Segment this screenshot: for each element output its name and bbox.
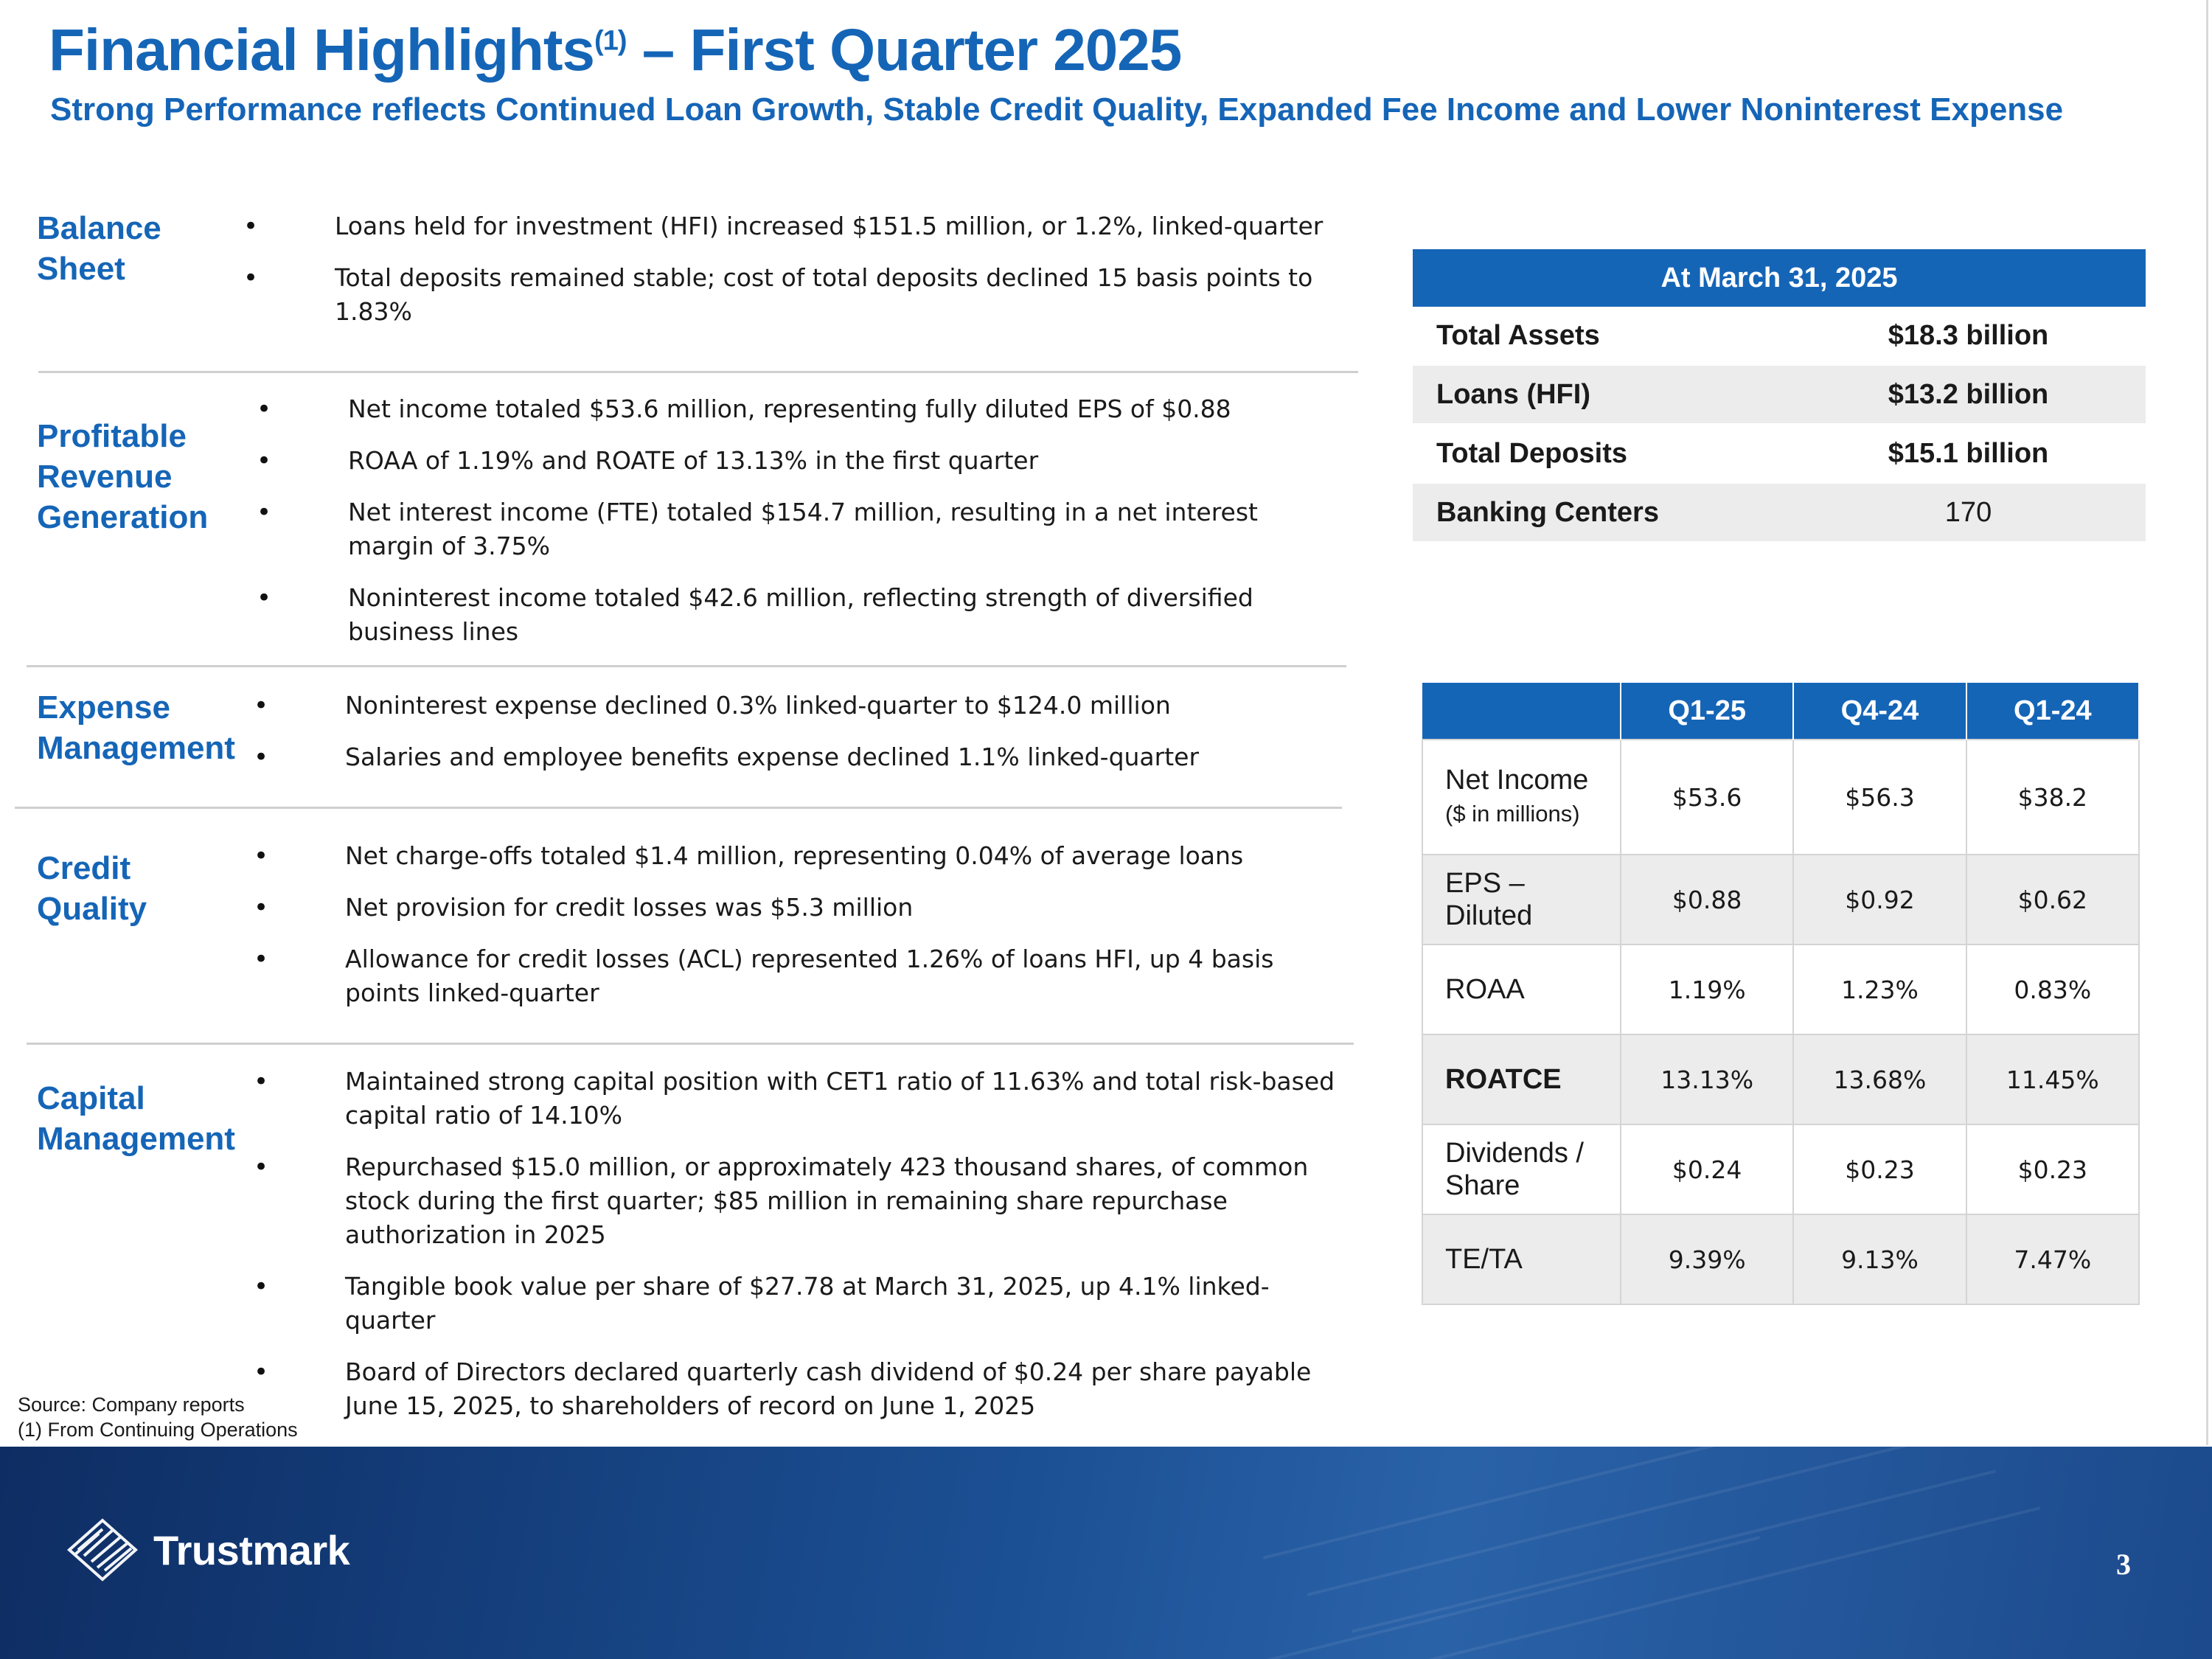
quarterly-metrics-table: Q1-25 Q4-24 Q1-24 Net Income ($ in milli…	[1422, 683, 2140, 1305]
metric-cell: 1.19%	[1619, 944, 1795, 1035]
bullet-item: Tangible book value per share of $27.78 …	[254, 1270, 1355, 1338]
section-divider	[15, 807, 1342, 809]
table-row: Banking Centers 170	[1413, 483, 2146, 543]
bullet-item: Net interest income (FTE) totaled $154.7…	[257, 495, 1307, 563]
profitable-revenue-bullets: Net income totaled $53.6 million, repres…	[257, 392, 1307, 667]
section-label-profitable-revenue: Profitable Revenue Generation	[37, 418, 209, 535]
right-edge-rule	[2206, 0, 2208, 1445]
bullet-item: Net income totaled $53.6 million, repres…	[257, 392, 1307, 426]
section-divider	[38, 371, 1358, 373]
metric-cell: $0.23	[1792, 1124, 1967, 1215]
bullet-item: Net provision for credit losses was $5.3…	[254, 891, 1333, 925]
bullet-item: Loans held for investment (HFI) increase…	[243, 209, 1360, 243]
metric-label: EPS – Diluted	[1422, 854, 1621, 945]
title-footnote-marker: (1)	[594, 25, 627, 57]
metric-cell: $0.88	[1619, 854, 1795, 945]
metric-label: ROAA	[1422, 944, 1621, 1035]
metric-cell: $53.6	[1619, 739, 1795, 855]
section-label-credit-quality: Credit Quality	[37, 850, 147, 927]
metric-label: Dividends / Share	[1422, 1124, 1621, 1215]
metric-sublabel: ($ in millions)	[1445, 801, 1580, 827]
metric-cell: 11.45%	[1965, 1034, 2140, 1125]
section-label-capital-management: Capital Management	[37, 1080, 235, 1157]
column-header-q4-24: Q4-24	[1793, 683, 1967, 740]
bullet-item: Allowance for credit losses (ACL) repres…	[254, 942, 1333, 1010]
footnote-1: (1) From Continuing Operations	[18, 1419, 298, 1441]
table-row: Total Assets $18.3 billion	[1413, 307, 2146, 366]
bullet-item: Repurchased $15.0 million, or approximat…	[254, 1150, 1355, 1252]
bullet-item: Noninterest expense declined 0.3% linked…	[254, 689, 1370, 723]
table-row: ROAA 1.19% 1.23% 0.83%	[1422, 944, 2140, 1035]
metric-cell: 13.13%	[1619, 1034, 1795, 1125]
table-row: Net Income ($ in millions) $53.6 $56.3 $…	[1422, 739, 2140, 855]
metric-cell: 9.39%	[1619, 1214, 1795, 1305]
table-row: Loans (HFI) $13.2 billion	[1413, 365, 2146, 425]
bullet-item: Net charge-offs totaled $1.4 million, re…	[254, 839, 1333, 873]
summary-table-header: At March 31, 2025	[1413, 249, 2146, 307]
column-header-q1-24: Q1-24	[1966, 683, 2140, 740]
source-note: Source: Company reports	[18, 1394, 245, 1416]
metrics-corner-header	[1422, 683, 1621, 740]
table-row: ROATCE 13.13% 13.68% 11.45%	[1422, 1034, 2140, 1125]
summary-value: $13.2 billion	[1791, 365, 2146, 425]
metric-cell: 1.23%	[1792, 944, 1967, 1035]
credit-quality-bullets: Net charge-offs totaled $1.4 million, re…	[254, 839, 1333, 1028]
metric-cell: 9.13%	[1792, 1214, 1967, 1305]
bullet-item: Noninterest income totaled $42.6 million…	[257, 581, 1307, 649]
footnotes: Source: Company reports (1) From Continu…	[18, 1392, 298, 1442]
bullet-item: Board of Directors declared quarterly ca…	[254, 1355, 1355, 1423]
summary-value: $15.1 billion	[1791, 424, 2146, 484]
summary-label: Loans (HFI)	[1413, 365, 1791, 425]
section-label-expense-management: Expense Management	[37, 689, 235, 766]
summary-label: Banking Centers	[1413, 483, 1791, 543]
metric-label: Net Income ($ in millions)	[1422, 739, 1621, 855]
metric-label: ROATCE	[1422, 1034, 1621, 1125]
bullet-item: Maintained strong capital position with …	[254, 1065, 1355, 1133]
trustmark-logo: Trustmark	[62, 1514, 350, 1585]
table-row: Total Deposits $15.1 billion	[1413, 424, 2146, 484]
trustmark-globe-icon	[66, 1518, 139, 1582]
table-row: Dividends / Share $0.24 $0.23 $0.23	[1422, 1124, 2140, 1215]
bullet-item: Total deposits remained stable; cost of …	[243, 261, 1360, 329]
expense-management-bullets: Noninterest expense declined 0.3% linked…	[254, 689, 1370, 792]
metric-cell: 7.47%	[1965, 1214, 2140, 1305]
metric-cell: 0.83%	[1965, 944, 2140, 1035]
metric-cell: $0.62	[1965, 854, 2140, 945]
section-divider	[27, 1043, 1354, 1045]
capital-management-bullets: Maintained strong capital position with …	[254, 1065, 1355, 1441]
brand-name: Trustmark	[153, 1526, 350, 1573]
summary-value: 170	[1791, 483, 2146, 543]
summary-table: At March 31, 2025 Total Assets $18.3 bil…	[1413, 249, 2146, 543]
metric-cell: 13.68%	[1792, 1034, 1967, 1125]
bullet-item: ROAA of 1.19% and ROATE of 13.13% in the…	[257, 444, 1307, 478]
summary-label: Total Deposits	[1413, 424, 1791, 484]
metric-cell: $0.92	[1792, 854, 1967, 945]
summary-label: Total Assets	[1413, 307, 1791, 366]
bullet-item: Salaries and employee benefits expense d…	[254, 740, 1370, 774]
summary-value: $18.3 billion	[1791, 307, 2146, 366]
metric-cell: $56.3	[1792, 739, 1967, 855]
metric-cell: $0.24	[1619, 1124, 1795, 1215]
section-divider	[27, 665, 1346, 667]
page-title: Financial Highlights(1) – First Quarter …	[49, 17, 1182, 83]
metric-cell: $38.2	[1965, 739, 2140, 855]
table-row: EPS – Diluted $0.88 $0.92 $0.62	[1422, 854, 2140, 945]
page-subtitle: Strong Performance reflects Continued Lo…	[50, 91, 2064, 128]
metric-label-text: Net Income	[1445, 765, 1589, 796]
metric-label: TE/TA	[1422, 1214, 1621, 1305]
column-header-q1-25: Q1-25	[1621, 683, 1795, 740]
footer-band: Trustmark 3	[0, 1447, 2212, 1659]
table-row: TE/TA 9.39% 9.13% 7.47%	[1422, 1214, 2140, 1305]
metric-cell: $0.23	[1965, 1124, 2140, 1215]
balance-sheet-bullets: Loans held for investment (HFI) increase…	[243, 209, 1360, 347]
page-number: 3	[2116, 1548, 2131, 1581]
section-label-balance-sheet: Balance Sheet	[37, 210, 161, 287]
